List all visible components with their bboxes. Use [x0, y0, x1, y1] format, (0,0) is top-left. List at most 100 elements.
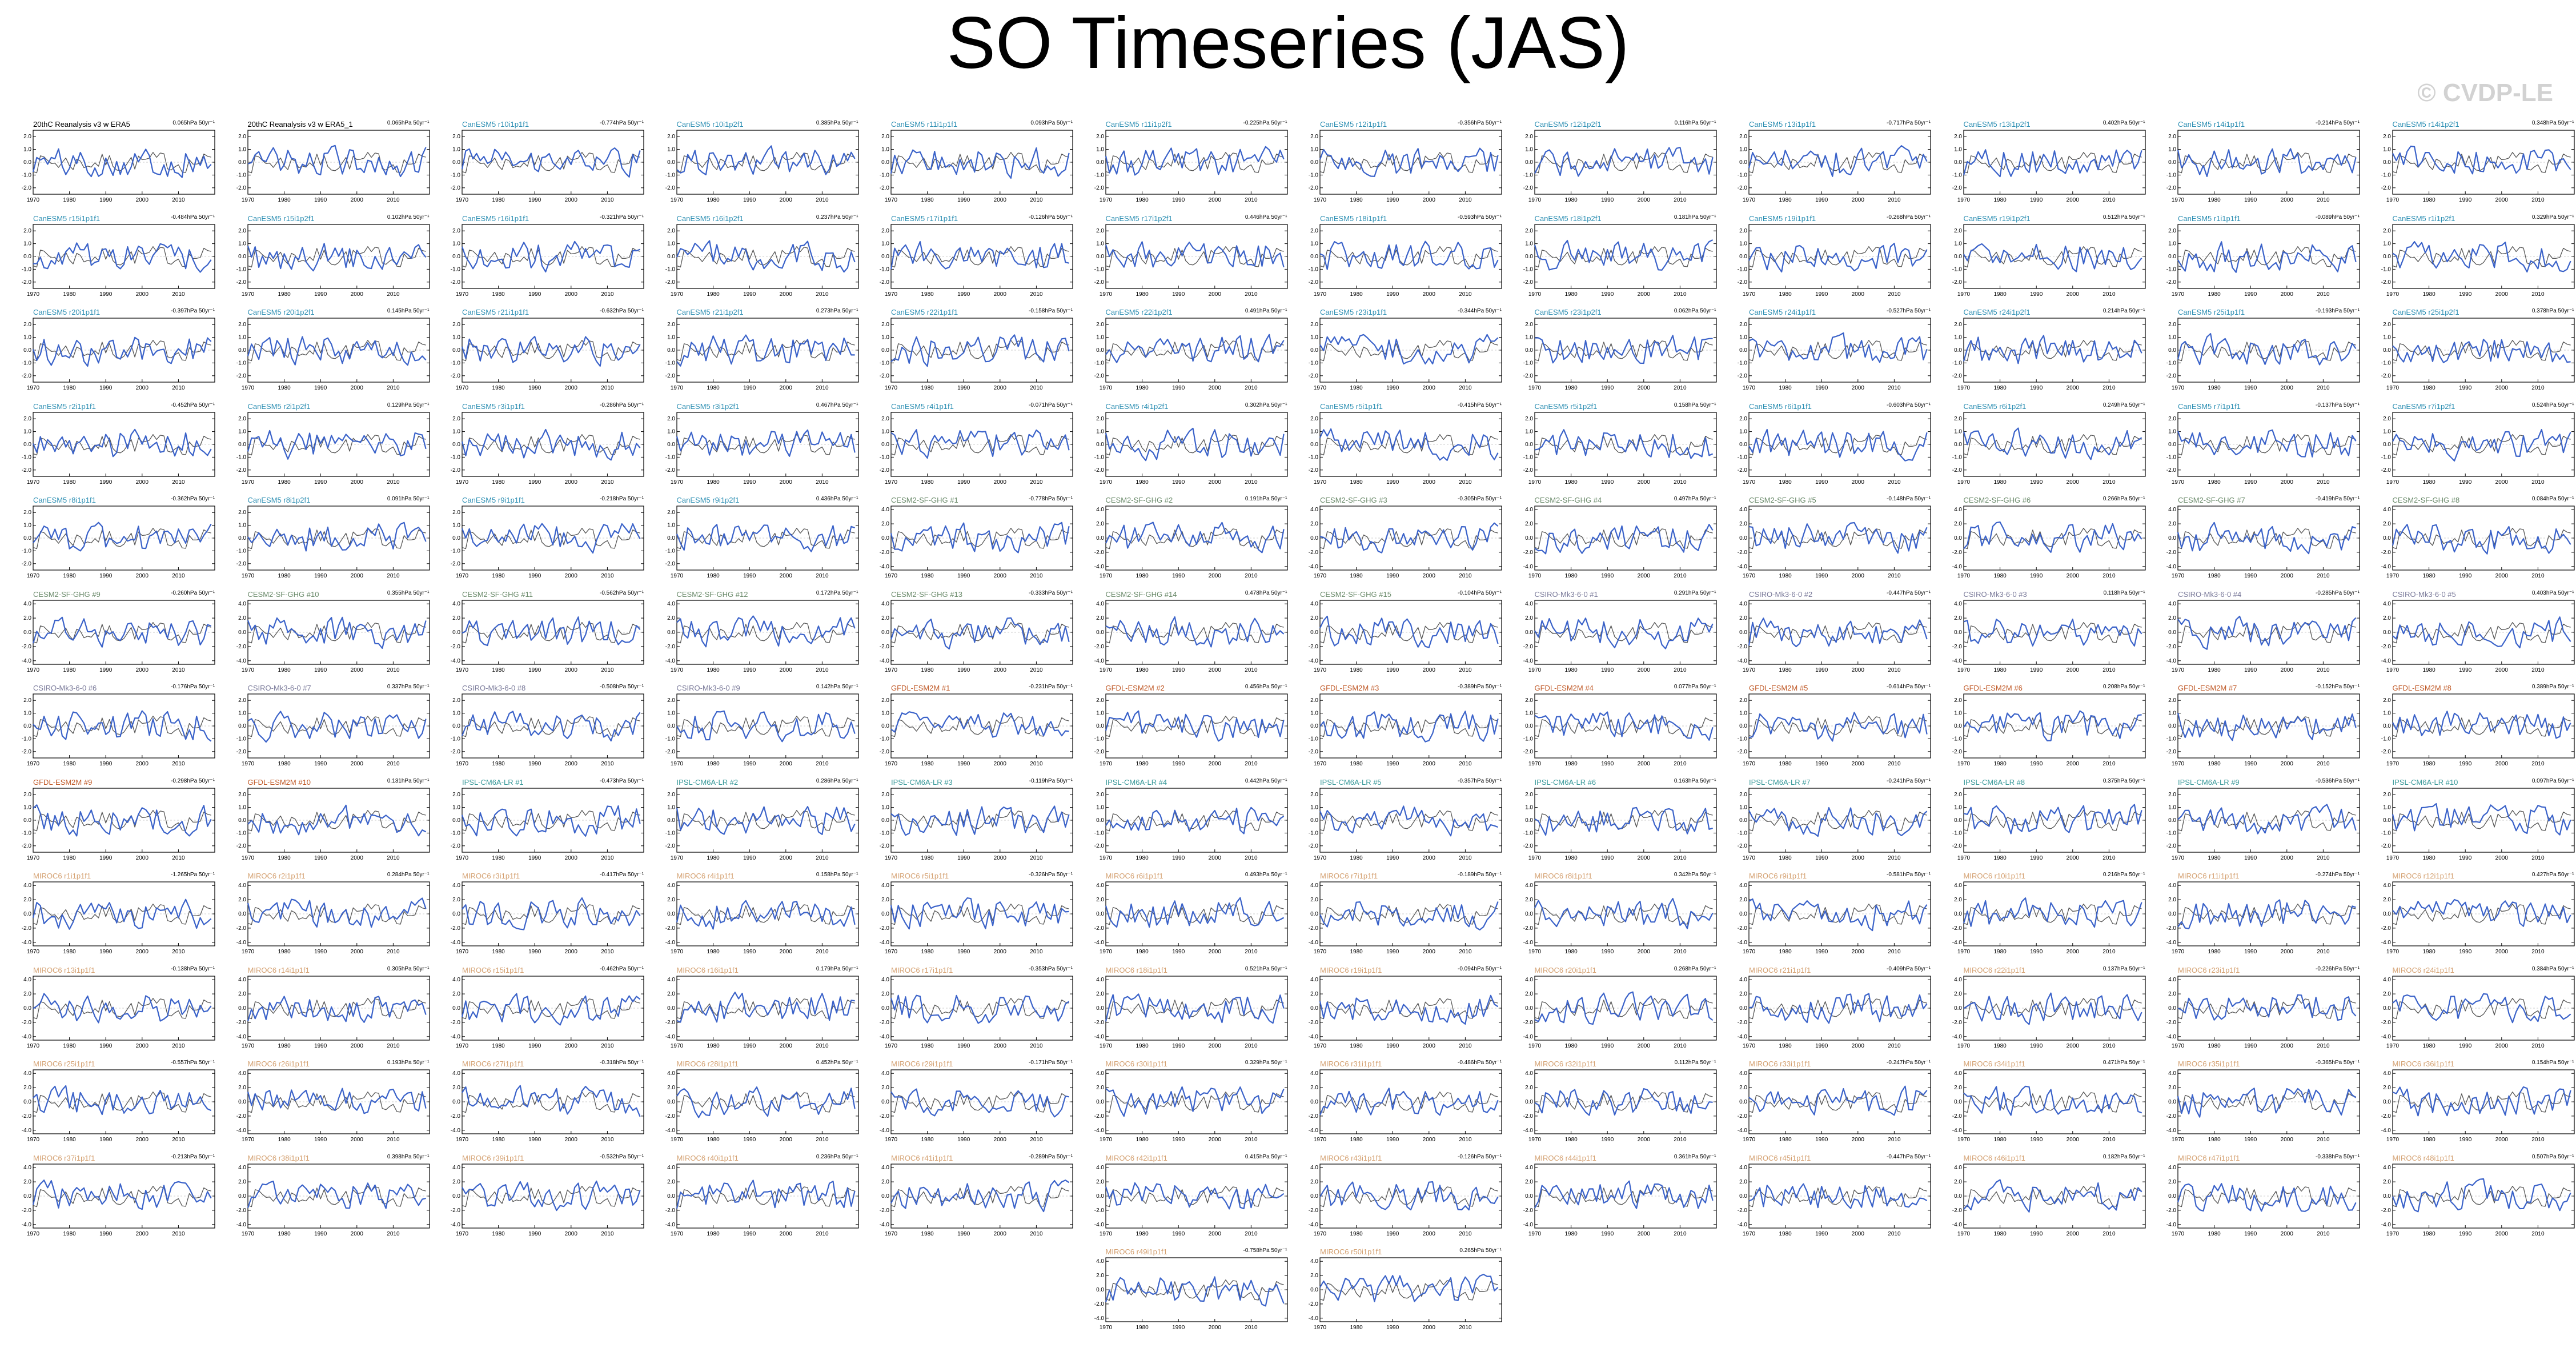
x-tick-label: 2000	[350, 855, 363, 861]
x-tick-label: 1970	[1099, 573, 1112, 579]
y-tick-label: -2.0	[880, 1113, 890, 1120]
x-tick-label: 1990	[1601, 291, 1614, 298]
x-tick-label: 1970	[2386, 291, 2399, 298]
x-tick-label: 1990	[1601, 761, 1614, 767]
y-tick-label: 0.0	[1096, 254, 1104, 260]
x-tick-label: 2010	[387, 761, 400, 767]
y-tick-label: 4.0	[1954, 1165, 1962, 1171]
y-tick-label: 4.0	[2168, 507, 2176, 513]
y-tick-label: 4.0	[667, 882, 675, 889]
panel-trend-value: -0.225hPa 50yr⁻¹	[1243, 120, 1287, 126]
x-tick-label: 1980	[1350, 761, 1363, 767]
timeseries-panel: MIROC6 r39i1p1f1 -0.532hPa 50yr⁻¹ 4.0 2.0 0.…	[451, 1154, 644, 1238]
x-tick-label: 1970	[670, 385, 683, 391]
observed-series-line	[1963, 809, 2142, 831]
y-tick-label: -2.0	[1523, 925, 1533, 932]
y-tick-label: -2.0	[880, 925, 890, 932]
y-tick-label: -1.0	[1094, 454, 1104, 460]
y-tick-label: 2.0	[23, 897, 31, 903]
timeseries-panel: CanESM5 r5i1p1f1 -0.415hPa 50yr⁻¹ 2.0 1.0 0.…	[1309, 402, 1502, 487]
x-tick-label: 2000	[2495, 197, 2508, 203]
model-series-line	[33, 521, 212, 552]
x-tick-label: 1970	[2172, 855, 2185, 861]
x-tick-label: 1980	[1993, 291, 2007, 298]
y-tick-label: -4.0	[1309, 1221, 1319, 1227]
y-tick-label: -4.0	[1309, 657, 1319, 664]
model-series-line	[1534, 991, 1713, 1025]
panel-trend-value: -0.508hPa 50yr⁻¹	[600, 684, 644, 690]
observed-series-line	[33, 997, 211, 1019]
x-tick-label: 1990	[528, 949, 541, 955]
observed-series-line	[2177, 152, 2356, 174]
y-tick-label: 2.0	[452, 134, 460, 140]
x-tick-label: 1990	[743, 479, 756, 486]
timeseries-panel: CESM2-SF-GHG #12 0.172hPa 50yr⁻¹ 4.0 2.0 0.0…	[665, 590, 859, 675]
x-tick-label: 1970	[241, 573, 254, 579]
x-tick-label: 2000	[350, 949, 363, 955]
y-tick-label: 2.0	[881, 697, 889, 704]
timeseries-panel: CanESM5 r5i1p2f1 0.158hPa 50yr⁻¹ 2.0 1.0 0.0…	[1523, 402, 1717, 487]
x-tick-label: 2010	[2317, 1137, 2330, 1143]
y-tick-label: 2.0	[1096, 228, 1104, 234]
panel-label: MIROC6 r46i1p1f1	[1963, 1153, 2025, 1162]
x-tick-label: 2000	[565, 1231, 578, 1237]
y-tick-label: -2.0	[451, 1019, 461, 1025]
y-tick-label: -1.0	[22, 736, 32, 742]
y-tick-label: 2.0	[23, 228, 31, 234]
y-tick-label: 2.0	[2168, 1085, 2176, 1091]
x-tick-label: 1990	[314, 855, 327, 861]
observed-series-line	[1534, 246, 1713, 267]
x-tick-label: 2000	[350, 479, 363, 486]
model-series-line	[2392, 428, 2571, 462]
y-tick-label: -1.0	[1094, 172, 1104, 178]
panel-trend-value: 0.521hPa 50yr⁻¹	[1245, 965, 1287, 972]
x-tick-label: 1990	[1386, 573, 1399, 579]
y-tick-label: -4.0	[1094, 1221, 1104, 1227]
y-tick-label: 2.0	[1096, 991, 1104, 997]
x-tick-label: 2000	[1852, 1231, 1865, 1237]
x-tick-label: 1990	[2244, 479, 2257, 486]
y-tick-label: 4.0	[1525, 507, 1533, 513]
model-series-line	[676, 429, 856, 457]
y-tick-label: -2.0	[22, 842, 32, 849]
x-tick-label: 1980	[1135, 1231, 1149, 1237]
panel-trend-value: -0.298hPa 50yr⁻¹	[171, 777, 215, 784]
x-tick-label: 1980	[278, 855, 291, 861]
x-tick-label: 1980	[1564, 1231, 1578, 1237]
y-tick-label: 4.0	[2168, 601, 2176, 607]
timeseries-panel: MIROC6 r42i1p1f1 0.415hPa 50yr⁻¹ 4.0 2.0 0.0…	[1094, 1154, 1288, 1238]
y-tick-label: 1.0	[1525, 428, 1533, 435]
y-tick-label: 4.0	[2168, 882, 2176, 889]
y-tick-label: 2.0	[2168, 897, 2176, 903]
observed-series-line	[33, 809, 211, 831]
panel-trend-value: -0.305hPa 50yr⁻¹	[1458, 496, 1502, 502]
x-tick-label: 1990	[743, 667, 756, 673]
x-tick-label: 2010	[387, 197, 400, 203]
panel-trend-value: 0.249hPa 50yr⁻¹	[2102, 402, 2145, 408]
y-tick-label: 2.0	[2383, 228, 2391, 234]
x-tick-label: 2010	[387, 667, 400, 673]
y-tick-label: -1.0	[1738, 172, 1748, 178]
x-tick-label: 1970	[670, 761, 683, 767]
x-tick-label: 1990	[314, 1231, 327, 1237]
x-tick-label: 2000	[350, 761, 363, 767]
panel-trend-value: 0.129hPa 50yr⁻¹	[387, 402, 430, 408]
x-tick-label: 1980	[63, 1231, 76, 1237]
y-tick-label: 1.0	[1739, 147, 1747, 153]
y-tick-label: 2.0	[667, 228, 675, 234]
timeseries-panel: IPSL-CM6A-LR #7 -0.241hPa 50yr⁻¹ 2.0 1.0 0.0…	[1738, 778, 1931, 862]
timeseries-panel: CanESM5 r12i1p1f1 -0.356hPa 50yr⁻¹ 2.0 1.0 0…	[1309, 120, 1502, 204]
y-tick-label: 0.0	[238, 817, 246, 824]
observed-series-line	[33, 904, 211, 925]
y-tick-label: -4.0	[22, 1128, 32, 1134]
y-tick-label: 2.0	[1310, 1273, 1318, 1279]
